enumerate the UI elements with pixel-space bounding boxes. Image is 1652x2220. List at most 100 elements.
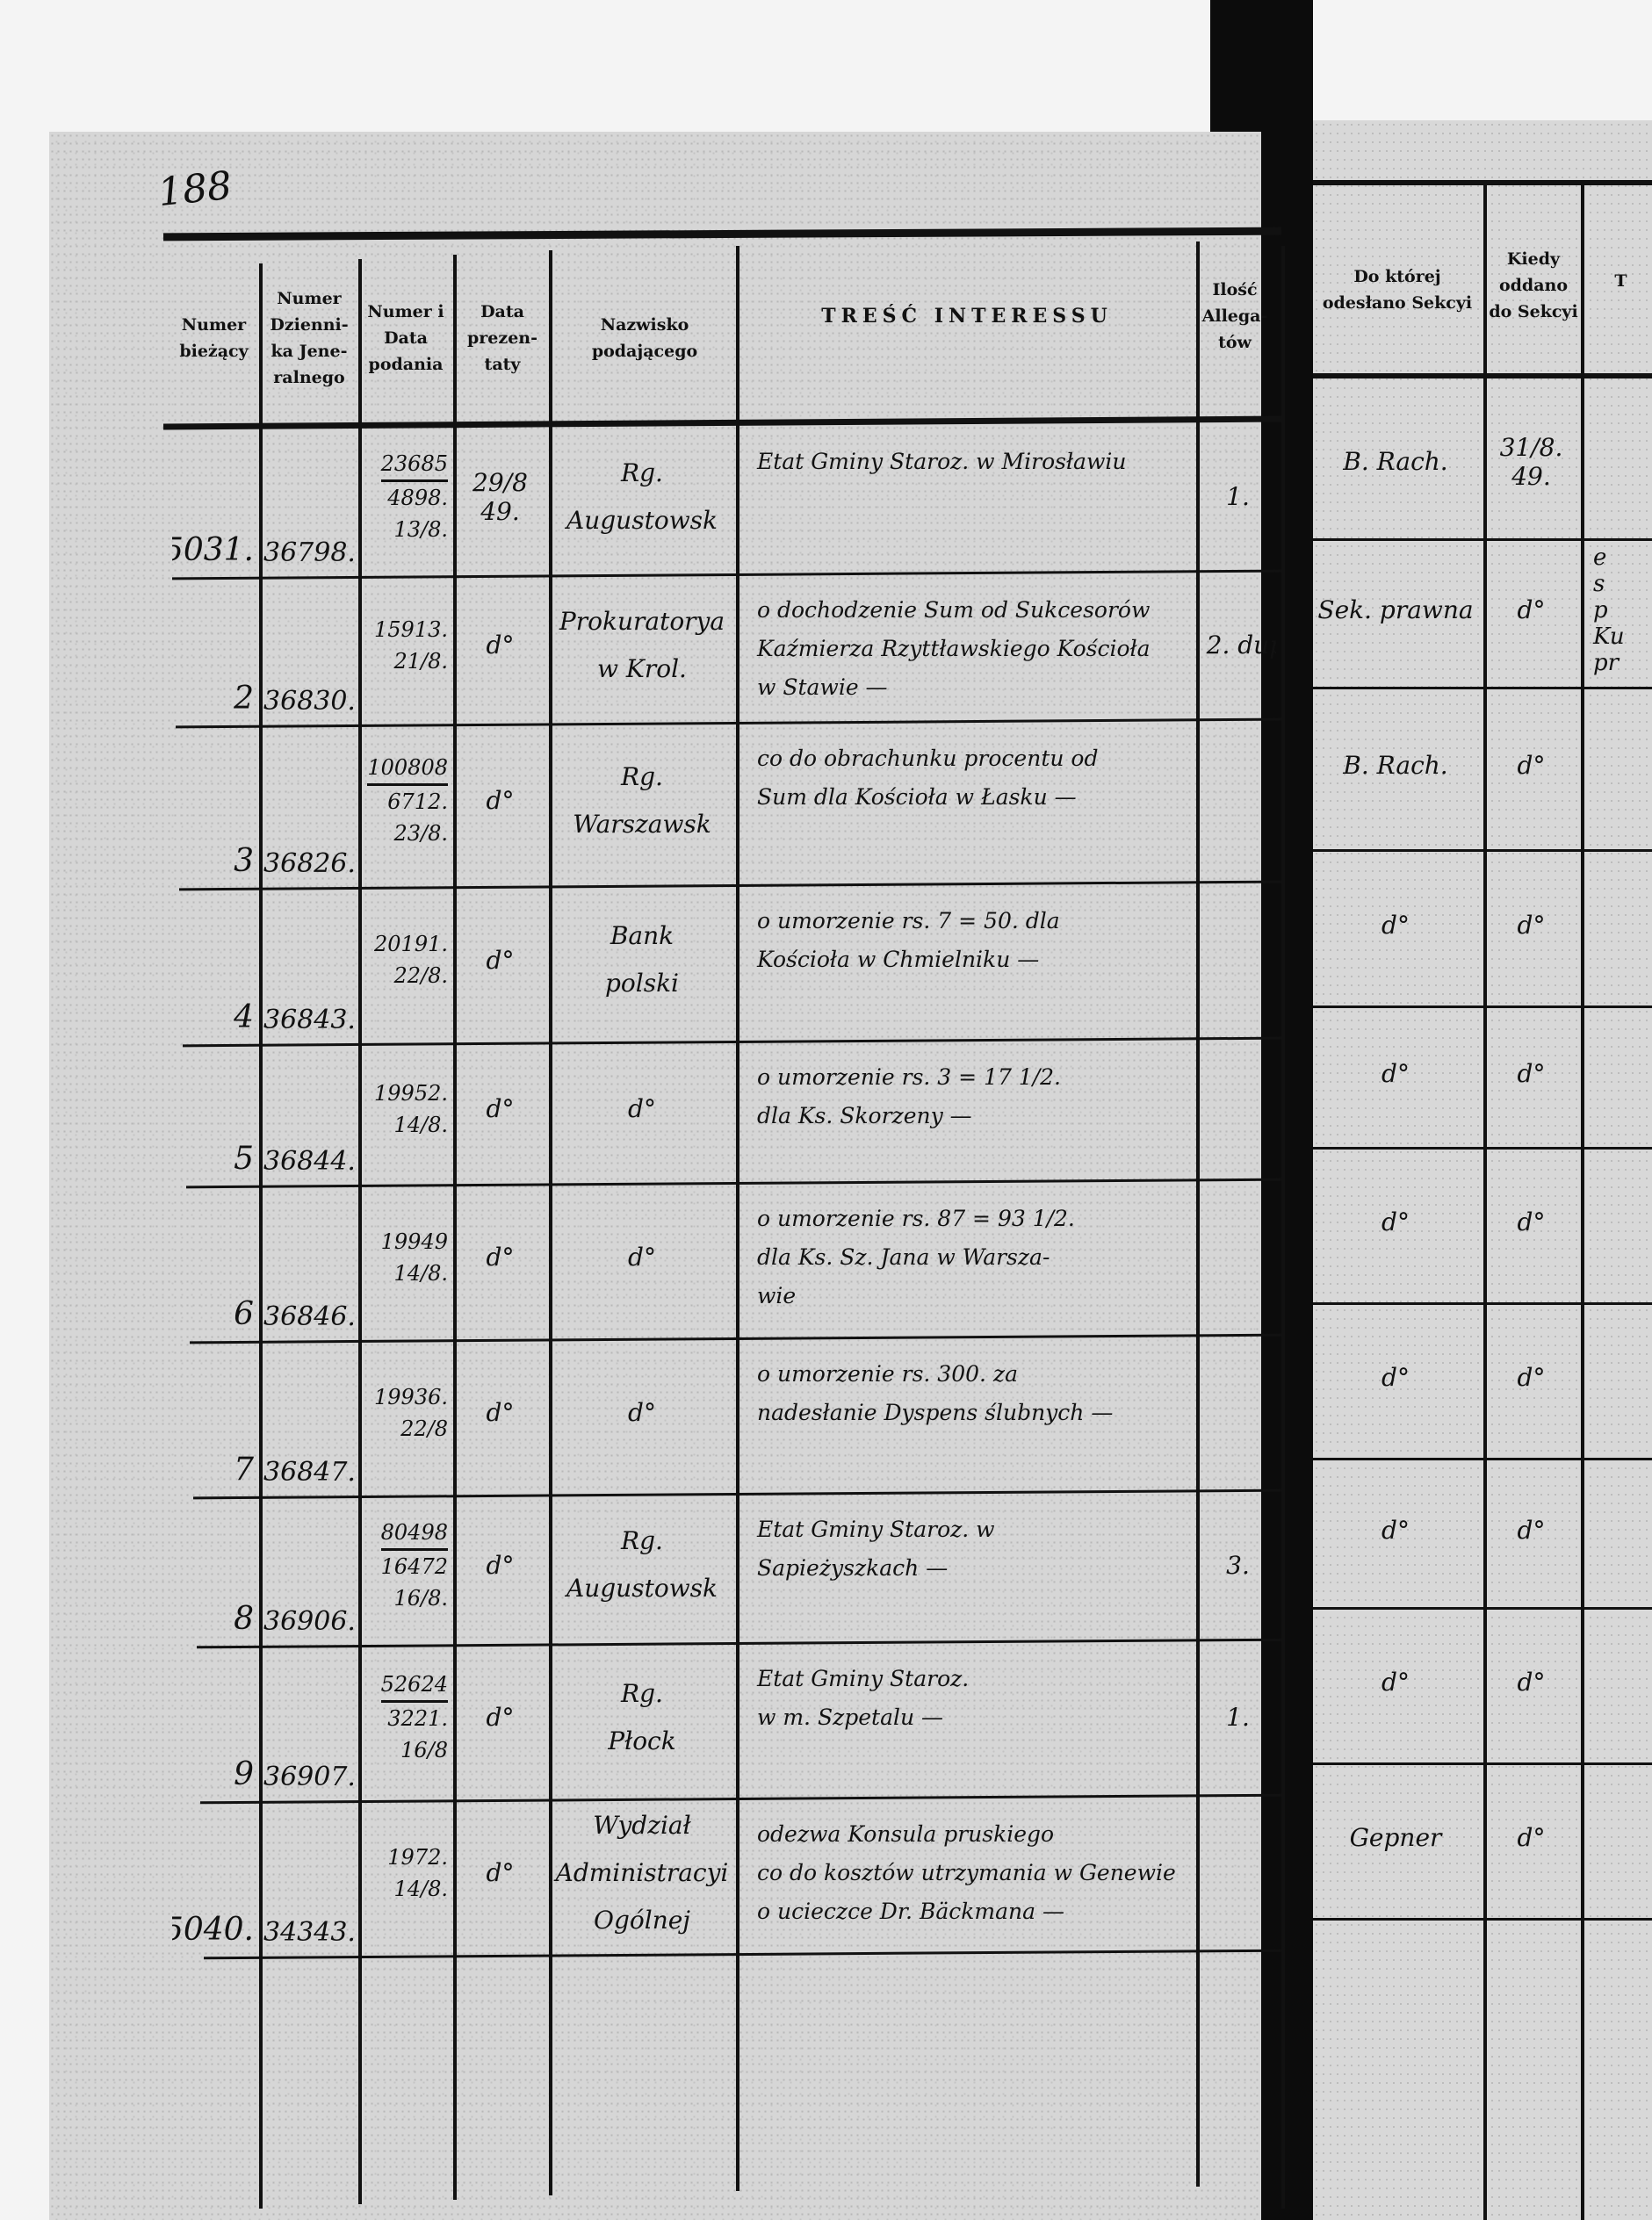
sekcja-value: B. Rach.	[1343, 751, 1448, 780]
cell-dziennik: 36907.	[263, 1642, 353, 1812]
tresc-line: wie	[757, 1283, 797, 1308]
cell-dziennik: 36844.	[263, 1041, 353, 1196]
prezentata-line: d°	[486, 1398, 515, 1427]
header-numer-biezacy: Numer bieżący	[179, 315, 249, 361]
column-rule	[549, 250, 552, 2195]
numer-data-line: 3221.	[387, 1706, 448, 1731]
cell-kiedy: d°	[1487, 849, 1576, 1000]
cell-partial	[1584, 1302, 1652, 1452]
cell-prezentata: d°	[457, 722, 544, 879]
cell-ilosc: 1.	[1200, 1642, 1276, 1792]
cell-numer: 8	[172, 1493, 254, 1653]
kiedy-line: d°	[1517, 1059, 1546, 1088]
cell-nazwisko: d°	[553, 1337, 731, 1488]
numer-data-line: 19949	[380, 1229, 448, 1254]
prezentata-line: d°	[486, 1858, 515, 1887]
column-rule	[358, 259, 362, 2204]
tresc-line: nadesłanie Dyspens ślubnych —	[757, 1400, 1114, 1425]
cell-tresc: o umorzenie rs. 7 = 50. dla Kościoła w Ch…	[739, 884, 1208, 1053]
numer-data-line: 14/8.	[393, 1876, 448, 1901]
numer-value: 3	[234, 843, 254, 879]
sekcja-value: d°	[1381, 1515, 1410, 1545]
numer-data-line: 19952.	[374, 1080, 448, 1106]
cell-tresc: o umorzenie rs. 3 = 17 1/2. dla Ks. Skorz…	[739, 1041, 1208, 1194]
cell-partial	[1584, 687, 1652, 844]
numer-data-line: 1972.	[387, 1844, 448, 1870]
tresc-line: Etat Gminy Staroz. w	[757, 1517, 995, 1542]
cell-kiedy: 31/8. 49.	[1487, 390, 1576, 533]
partial-line: s	[1593, 570, 1605, 597]
row-rule-right	[1313, 687, 1652, 689]
nazwisko-line: d°	[628, 1397, 656, 1427]
nazwisko-line: d°	[628, 1093, 656, 1123]
column-rule	[453, 255, 457, 2200]
kiedy-line: d°	[1517, 1668, 1546, 1697]
kiedy-line: d°	[1517, 1207, 1546, 1236]
cell-nazwisko: Bank polski	[553, 884, 731, 1035]
cell-ilosc	[1200, 1041, 1276, 1177]
cell-numer-data: 1972. 14/8.	[362, 1798, 460, 1948]
cell-dziennik: 36826.	[263, 722, 353, 898]
cell-tresc: o umorzenie rs. 300. za nadesłanie Dyspen…	[739, 1337, 1208, 1505]
cell-kiedy: d°	[1487, 1302, 1576, 1452]
prezentata-line: d°	[486, 631, 515, 660]
tresc-line: o umorzenie rs. 7 = 50. dla	[757, 908, 1060, 933]
header-sekcja: Do której odesłano Sekcyi	[1322, 267, 1473, 313]
dziennik-value: 36846.	[263, 1301, 353, 1332]
tresc-line: Etat Gminy Staroz. w Mirosławiu	[757, 449, 1127, 474]
prezentata-line: d°	[486, 1243, 515, 1272]
cell-nazwisko: Rg. Płock	[553, 1642, 731, 1792]
cell-tresc: Etat Gminy Staroz. w m. Szpetalu —	[739, 1642, 1208, 1810]
partial-line: pr	[1593, 649, 1620, 676]
numer-data-line: 6712.	[387, 789, 448, 814]
numer-data-line: 22/8.	[393, 963, 448, 988]
numer-data-line: 19936.	[374, 1384, 448, 1409]
cell-numer-data: 20191. 22/8.	[362, 884, 460, 1035]
cell-numer: 4	[172, 884, 254, 1051]
ilosc-value: 1. 2. dupl.	[1200, 631, 1276, 660]
prezentata-line: d°	[486, 786, 515, 815]
column-rule-right	[1581, 180, 1584, 2220]
cell-tresc: Etat Gminy Staroz. w Sapieżyszkach —	[739, 1493, 1208, 1654]
numer-data-line: 16/8	[400, 1738, 448, 1762]
cell-dziennik: 36798.	[263, 425, 353, 587]
header-partial: T	[1614, 271, 1627, 291]
tresc-line: co do kosztów utrzymania w Genewie	[757, 1860, 1176, 1885]
header-bottom-rule-right	[1313, 373, 1652, 378]
prezentata-line: 29/8	[473, 467, 528, 497]
tresc-line: dla Ks. Sz. Jana w Warsza-	[757, 1244, 1050, 1270]
numer-data-line: 20191.	[374, 932, 448, 956]
numer-data-line: 23685	[380, 448, 448, 482]
cell-sekcja: B. Rach.	[1313, 687, 1478, 844]
header-tresc: TREŚĆ INTERESSU	[821, 305, 1113, 328]
cell-kiedy: d°	[1487, 1607, 1576, 1757]
sekcja-value: d°	[1381, 1363, 1410, 1392]
header-data-prezentaty: Data prezen-taty	[467, 302, 537, 374]
kiedy-line: 49.	[1511, 461, 1551, 491]
prezentata-line: d°	[486, 1550, 515, 1580]
numer-data-line: 22/8	[400, 1416, 448, 1441]
cell-partial	[1584, 849, 1652, 1000]
cell-sekcja: d°	[1313, 849, 1478, 1000]
sekcja-value: d°	[1381, 1059, 1410, 1088]
numer-value: 8	[234, 1601, 254, 1637]
numer-value: 9	[234, 1756, 254, 1792]
cell-prezentata: d°	[457, 884, 544, 1035]
cell-kiedy: d°	[1487, 1762, 1576, 1913]
top-rule-right	[1313, 180, 1652, 185]
numer-data-line: 23/8.	[393, 821, 448, 846]
cell-prezentata: d°	[457, 573, 544, 717]
cell-ilosc: 1. 2. dupl.	[1200, 573, 1276, 717]
cell-dziennik: 36830.	[263, 573, 353, 736]
cell-prezentata: d°	[457, 1642, 544, 1792]
cell-prezentata: d°	[457, 1182, 544, 1332]
cell-prezentata: d°	[457, 1337, 544, 1488]
nazwisko-line: polski	[604, 969, 680, 998]
column-rule	[1196, 241, 1200, 2187]
cell-nazwisko: Prokuratorya w Krol.	[553, 573, 731, 717]
numer-data-line: 15913.	[374, 616, 448, 642]
cell-numer: 5031.	[172, 425, 254, 584]
dziennik-value: 36907.	[263, 1762, 353, 1792]
cell-partial	[1584, 1147, 1652, 1297]
ilosc-value: 1.	[1226, 1703, 1250, 1732]
